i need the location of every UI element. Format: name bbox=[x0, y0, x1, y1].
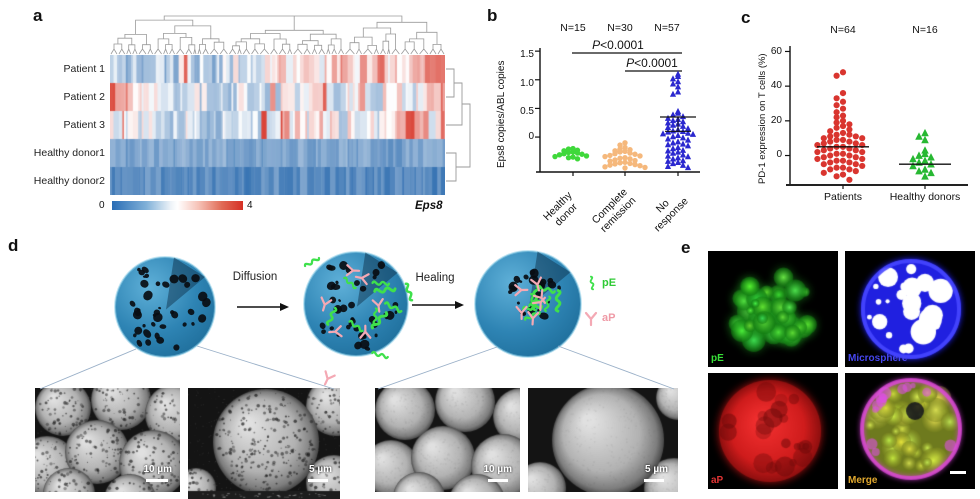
n-count-label: N=64 bbox=[830, 24, 856, 36]
panel-b-y-axis-label: Eps8 copies/ABL copies bbox=[496, 60, 507, 168]
scale-bar-label: 10 µm bbox=[143, 464, 172, 475]
sem-image-smooth-single bbox=[528, 388, 678, 492]
heatmap bbox=[110, 55, 445, 195]
legend-pe-label: pE bbox=[602, 277, 617, 289]
x-category-label: Healthy donors bbox=[889, 191, 961, 203]
x-category-label: No response bbox=[651, 194, 691, 234]
panel-b-label: b bbox=[487, 6, 498, 25]
row-dendrogram-icon bbox=[446, 68, 471, 182]
y-tick-label: 60 bbox=[770, 46, 782, 57]
fluorescence-label: Merge bbox=[848, 475, 878, 486]
p-value-annotation: P<0.0001 bbox=[573, 38, 663, 52]
x-category-label: Patients bbox=[824, 191, 862, 203]
x-category-label: Complete remission bbox=[589, 186, 639, 235]
panel-e-label: e bbox=[681, 238, 691, 257]
scale-bar-label: 10 µm bbox=[483, 464, 512, 475]
y-tick-label: 1.5 bbox=[520, 49, 534, 60]
colorbar-min-label: 0 bbox=[99, 200, 105, 211]
fluorescence-image-ap bbox=[708, 373, 838, 489]
scale-bar bbox=[146, 479, 168, 482]
p-value-symbol: P bbox=[592, 38, 601, 52]
y-tick-label: 1.0 bbox=[520, 78, 534, 89]
heatmap-row-label: Healthy donor1 bbox=[33, 147, 105, 159]
p-value-text: <0.0001 bbox=[634, 56, 678, 70]
sem-image-smooth-group bbox=[375, 388, 520, 492]
p-value-text: <0.0001 bbox=[600, 38, 644, 52]
p-value-annotation: P<0.0001 bbox=[607, 56, 697, 70]
n-count-label: N=57 bbox=[654, 22, 680, 34]
n-count-label: N=16 bbox=[912, 24, 938, 36]
healing-arrow-label: Healing bbox=[415, 272, 455, 284]
y-tick-label: 0.5 bbox=[520, 106, 534, 117]
n-count-label: N=15 bbox=[560, 22, 586, 34]
y-tick-label: 0 bbox=[776, 149, 782, 160]
heatmap-row-label: Patient 1 bbox=[63, 63, 105, 75]
panel-c-label: c bbox=[741, 8, 751, 27]
column-dendrogram-icon bbox=[110, 15, 445, 55]
colorbar bbox=[112, 201, 243, 210]
scale-bar bbox=[950, 471, 966, 474]
diffusion-arrow-label: Diffusion bbox=[232, 271, 278, 283]
colorbar-max-label: 4 bbox=[247, 200, 253, 211]
sem-image-porous-single bbox=[188, 388, 340, 499]
scale-bar bbox=[308, 479, 328, 482]
gene-label: Eps8 bbox=[415, 200, 443, 212]
scale-bar-label: 5 µm bbox=[645, 464, 668, 475]
heatmap-row-label: Patient 3 bbox=[63, 119, 105, 131]
p-value-symbol: P bbox=[626, 56, 635, 70]
fluorescence-label: Microsphere bbox=[848, 353, 908, 364]
legend-ap-label: aP bbox=[602, 312, 616, 324]
x-category-label: Healthy donor bbox=[540, 189, 580, 229]
scale-bar bbox=[644, 479, 664, 482]
scale-bar bbox=[488, 479, 508, 482]
panel-d-label: d bbox=[8, 236, 19, 255]
panel-a-label: a bbox=[33, 6, 43, 25]
fluorescence-image-microsphere bbox=[845, 251, 975, 367]
fluorescence-image-merge bbox=[845, 373, 975, 489]
fluorescence-label: aP bbox=[711, 475, 724, 486]
heatmap-row-label: Patient 2 bbox=[63, 91, 105, 103]
y-tick-label: 20 bbox=[770, 115, 782, 126]
scale-bar-label: 5 µm bbox=[309, 464, 332, 475]
n-count-label: N=30 bbox=[607, 22, 633, 34]
fluorescence-image-pe bbox=[708, 251, 838, 367]
y-tick-label: 40 bbox=[770, 80, 782, 91]
y-tick-label: 0 bbox=[528, 131, 534, 142]
fluorescence-label: pE bbox=[711, 353, 724, 364]
heatmap-row-label: Healthy donor2 bbox=[33, 175, 105, 187]
sem-image-porous-group bbox=[35, 388, 180, 492]
